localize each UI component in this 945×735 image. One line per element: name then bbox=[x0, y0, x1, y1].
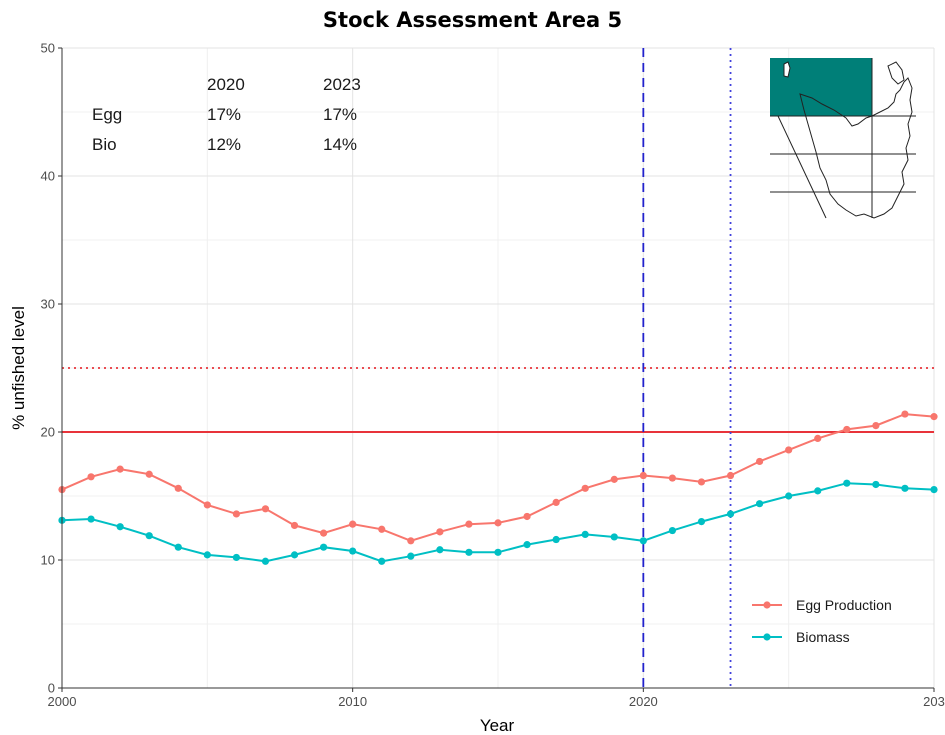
legend-label: Biomass bbox=[796, 629, 850, 645]
data-point bbox=[756, 457, 764, 466]
data-point bbox=[261, 505, 270, 513]
data-point bbox=[901, 484, 909, 492]
flinders-island bbox=[887, 61, 905, 85]
y-tick-label: 10 bbox=[41, 553, 55, 568]
data-point bbox=[610, 475, 618, 483]
data-point bbox=[872, 480, 880, 489]
legend-key-point bbox=[763, 601, 771, 609]
data-point bbox=[814, 487, 822, 495]
data-point bbox=[756, 500, 764, 508]
data-point bbox=[901, 410, 909, 418]
y-tick-label: 40 bbox=[41, 169, 55, 184]
data-point bbox=[668, 474, 677, 482]
data-point bbox=[639, 471, 647, 480]
data-point bbox=[320, 543, 328, 551]
data-point bbox=[290, 551, 299, 559]
table-header: 2020 bbox=[207, 75, 245, 94]
data-point bbox=[465, 548, 473, 556]
data-point bbox=[87, 515, 95, 523]
table-cell: 17% bbox=[207, 105, 241, 124]
data-point bbox=[145, 470, 153, 478]
data-point bbox=[407, 552, 415, 560]
x-tick-label: 203 bbox=[923, 694, 945, 709]
table-cell: 12% bbox=[207, 135, 241, 154]
data-point bbox=[116, 465, 124, 473]
series bbox=[58, 410, 938, 565]
data-point bbox=[261, 557, 270, 565]
data-point bbox=[930, 413, 938, 421]
reference-lines bbox=[62, 48, 934, 688]
data-point bbox=[785, 446, 793, 454]
x-tick-label: 2010 bbox=[338, 694, 367, 709]
data-point bbox=[465, 520, 473, 528]
data-point bbox=[697, 478, 706, 486]
data-point bbox=[145, 532, 153, 540]
table-cell: 14% bbox=[323, 135, 357, 154]
data-point bbox=[843, 425, 851, 434]
data-point bbox=[87, 473, 95, 481]
x-tick-label: 2000 bbox=[48, 694, 77, 709]
data-point bbox=[639, 537, 647, 545]
data-point bbox=[203, 551, 211, 559]
data-point bbox=[523, 541, 531, 549]
data-point bbox=[378, 557, 386, 565]
table-header: 2023 bbox=[323, 75, 361, 94]
table-cell: Egg bbox=[92, 105, 122, 124]
data-point bbox=[494, 548, 502, 556]
data-point bbox=[320, 529, 328, 537]
data-point bbox=[494, 519, 502, 527]
table-cell: Bio bbox=[92, 135, 117, 154]
data-point bbox=[552, 535, 560, 544]
tasmania-outline bbox=[799, 77, 913, 219]
data-point bbox=[610, 533, 618, 541]
data-point bbox=[290, 521, 299, 530]
legend-key-point bbox=[763, 633, 771, 641]
axes: 0 10 20 30 40 50 2000 2010 2020 203 bbox=[41, 41, 945, 710]
data-point bbox=[232, 510, 240, 518]
data-point bbox=[930, 486, 938, 494]
legend-label: Egg Production bbox=[796, 597, 892, 613]
grid bbox=[61, 47, 935, 689]
x-axis-title: Year bbox=[480, 716, 515, 735]
x-tick-label: 2020 bbox=[629, 694, 658, 709]
table-cell: 17% bbox=[323, 105, 357, 124]
data-point bbox=[581, 484, 589, 492]
data-point bbox=[523, 512, 531, 521]
data-point bbox=[407, 537, 415, 545]
data-point bbox=[349, 520, 357, 528]
legend: Egg Production Biomass bbox=[752, 597, 892, 645]
data-point bbox=[378, 525, 386, 533]
chart-title: Stock Assessment Area 5 bbox=[322, 8, 623, 32]
data-point bbox=[814, 434, 822, 442]
data-point bbox=[668, 526, 677, 535]
data-point bbox=[872, 422, 880, 430]
data-point bbox=[843, 479, 851, 487]
data-point bbox=[174, 543, 182, 551]
king-island bbox=[783, 61, 791, 78]
y-tick-label: 50 bbox=[41, 41, 55, 56]
data-point bbox=[726, 471, 735, 480]
data-point bbox=[174, 484, 182, 492]
map-boundary-line bbox=[777, 115, 827, 219]
data-point bbox=[436, 528, 444, 536]
data-point bbox=[726, 510, 735, 518]
y-tick-label: 20 bbox=[41, 425, 55, 440]
data-point bbox=[232, 553, 240, 562]
data-point bbox=[581, 530, 589, 539]
data-point bbox=[349, 547, 357, 555]
data-point bbox=[552, 498, 560, 506]
annotation-table: 2020 2023 Egg 17% 17% Bio 12% 14% bbox=[92, 75, 361, 154]
data-point bbox=[785, 492, 793, 500]
y-tick-label: 30 bbox=[41, 297, 55, 312]
tasmania-map-inset bbox=[770, 58, 916, 219]
data-point bbox=[203, 501, 211, 509]
data-point bbox=[436, 546, 444, 554]
y-tick-label: 0 bbox=[48, 681, 55, 696]
y-axis-title: % unfished level bbox=[9, 306, 28, 430]
data-point bbox=[116, 523, 124, 531]
data-point bbox=[697, 518, 706, 526]
